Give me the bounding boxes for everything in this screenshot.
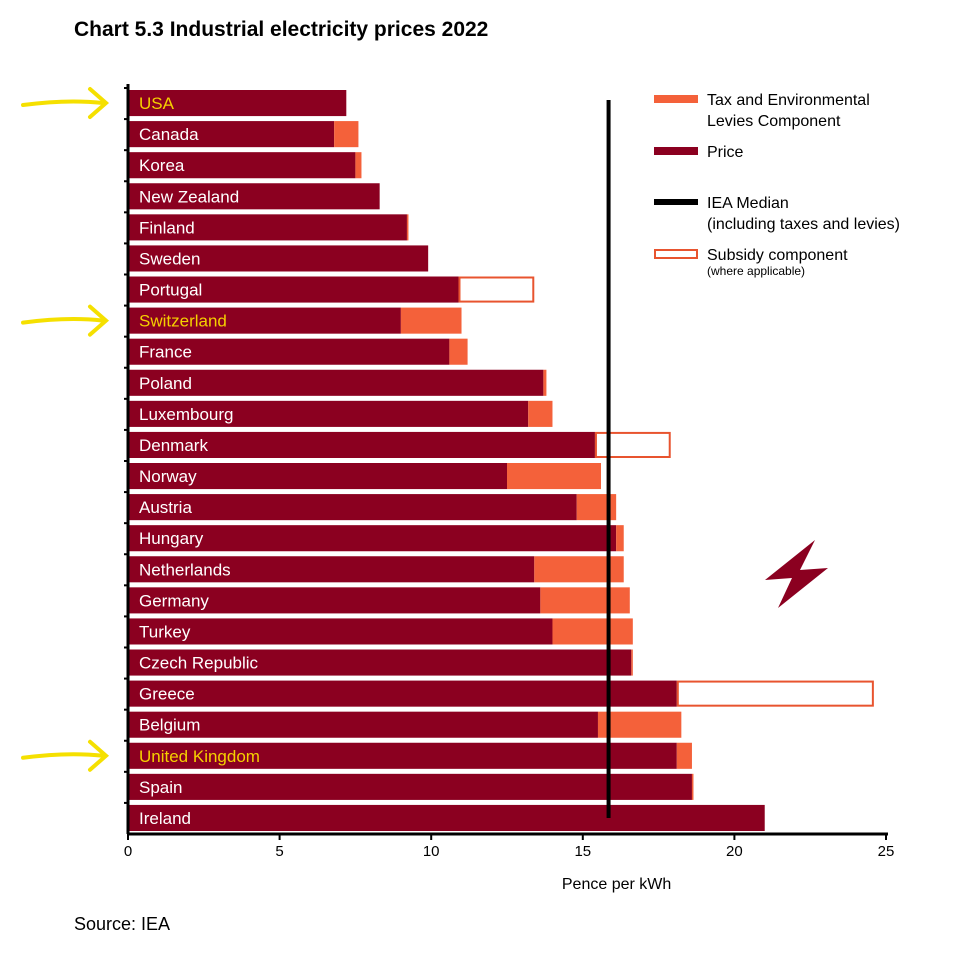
bar-tax bbox=[631, 649, 633, 676]
bar-price bbox=[128, 431, 595, 458]
bar-price bbox=[128, 307, 401, 334]
bar-price bbox=[128, 369, 544, 396]
bar-tax bbox=[507, 463, 601, 490]
x-tick-label: 20 bbox=[726, 843, 743, 860]
bar-price bbox=[128, 773, 692, 800]
bar-tax bbox=[552, 618, 633, 645]
bar-price bbox=[128, 400, 529, 427]
bar-price bbox=[128, 742, 677, 769]
legend-swatch-median bbox=[654, 199, 698, 205]
x-tick-label: 25 bbox=[878, 843, 895, 860]
category-label: Austria bbox=[139, 498, 192, 517]
legend-swatch-tax bbox=[654, 95, 698, 103]
bar-tax bbox=[676, 742, 692, 769]
bar-subsidy bbox=[458, 276, 535, 303]
category-label: Hungary bbox=[139, 529, 204, 548]
category-label: Sweden bbox=[139, 249, 200, 268]
lightning-bolt-icon bbox=[765, 540, 828, 608]
category-label: Switzerland bbox=[139, 312, 227, 331]
category-label: Greece bbox=[139, 685, 195, 704]
legend-label: Levies Component bbox=[707, 113, 841, 130]
legend-swatch-price bbox=[654, 147, 698, 155]
chart-source: Source: IEA bbox=[74, 914, 171, 934]
legend-label: Tax and Environmental bbox=[707, 92, 870, 109]
bar-price bbox=[128, 276, 459, 303]
category-label: Spain bbox=[139, 778, 182, 797]
category-label: New Zealand bbox=[139, 187, 239, 206]
category-label: Luxembourg bbox=[139, 405, 234, 424]
bar-price bbox=[128, 680, 677, 707]
category-label: Denmark bbox=[139, 436, 208, 455]
bar-tax bbox=[543, 369, 547, 396]
legend-label: Price bbox=[707, 144, 744, 161]
bar-tax bbox=[597, 711, 682, 738]
bar-tax bbox=[334, 121, 359, 148]
bar-price bbox=[128, 183, 380, 210]
category-label: United Kingdom bbox=[139, 747, 260, 766]
bar-price bbox=[128, 556, 535, 583]
bar-price bbox=[128, 463, 507, 490]
chart-title: Chart 5.3 Industrial electricity prices … bbox=[74, 18, 489, 41]
bar-price bbox=[128, 121, 335, 148]
bar-price bbox=[128, 804, 765, 831]
bar-tax bbox=[449, 338, 468, 365]
arrowhead-icon bbox=[88, 739, 110, 772]
bar-price bbox=[128, 214, 407, 241]
category-label: Netherlands bbox=[139, 560, 231, 579]
bar-tax bbox=[616, 525, 624, 552]
category-label: Belgium bbox=[139, 716, 200, 735]
category-label: USA bbox=[139, 94, 175, 113]
bar-price bbox=[128, 338, 450, 365]
category-label: Portugal bbox=[139, 281, 202, 300]
arrow-annotation-icon bbox=[21, 317, 105, 325]
category-label: Turkey bbox=[139, 622, 191, 641]
x-tick-label: 10 bbox=[423, 843, 440, 860]
arrowhead-icon bbox=[88, 87, 110, 120]
category-label: Czech Republic bbox=[139, 654, 259, 673]
bar-tax bbox=[355, 152, 362, 179]
legend-swatch-subsidy bbox=[654, 249, 698, 259]
arrow-annotation-icon bbox=[21, 752, 105, 760]
legend-label: (including taxes and levies) bbox=[707, 216, 900, 233]
legend-label: (where applicable) bbox=[707, 264, 805, 278]
bar-price bbox=[128, 711, 598, 738]
bar-tax bbox=[528, 400, 553, 427]
category-label: Ireland bbox=[139, 809, 191, 828]
x-tick-label: 5 bbox=[275, 843, 283, 860]
category-label: Poland bbox=[139, 374, 192, 393]
bar-tax bbox=[406, 214, 409, 241]
category-label: Finland bbox=[139, 218, 195, 237]
bar-price bbox=[128, 618, 553, 645]
arrow-annotation-icon bbox=[21, 99, 105, 108]
arrowhead-icon bbox=[88, 304, 110, 337]
category-label: Norway bbox=[139, 467, 197, 486]
legend-label: Subsidy component bbox=[707, 247, 848, 264]
bar-price bbox=[128, 587, 541, 614]
x-tick-label: 0 bbox=[124, 843, 132, 860]
bar-price bbox=[128, 245, 429, 272]
bar-price bbox=[128, 525, 617, 552]
bar-tax bbox=[400, 307, 462, 334]
bar-price bbox=[128, 152, 356, 179]
bar-subsidy bbox=[676, 680, 874, 707]
bar-tax bbox=[691, 773, 694, 800]
bar-price bbox=[128, 494, 577, 521]
bar-tax bbox=[540, 587, 630, 614]
x-tick-label: 15 bbox=[574, 843, 591, 860]
category-label: Korea bbox=[139, 156, 185, 175]
category-label: France bbox=[139, 343, 192, 362]
bar-price bbox=[128, 90, 347, 117]
category-label: Germany bbox=[139, 591, 209, 610]
x-axis-label: Pence per kWh bbox=[562, 876, 671, 893]
category-label: Canada bbox=[139, 125, 199, 144]
legend-label: IEA Median bbox=[707, 195, 789, 212]
bar-price bbox=[128, 649, 632, 676]
